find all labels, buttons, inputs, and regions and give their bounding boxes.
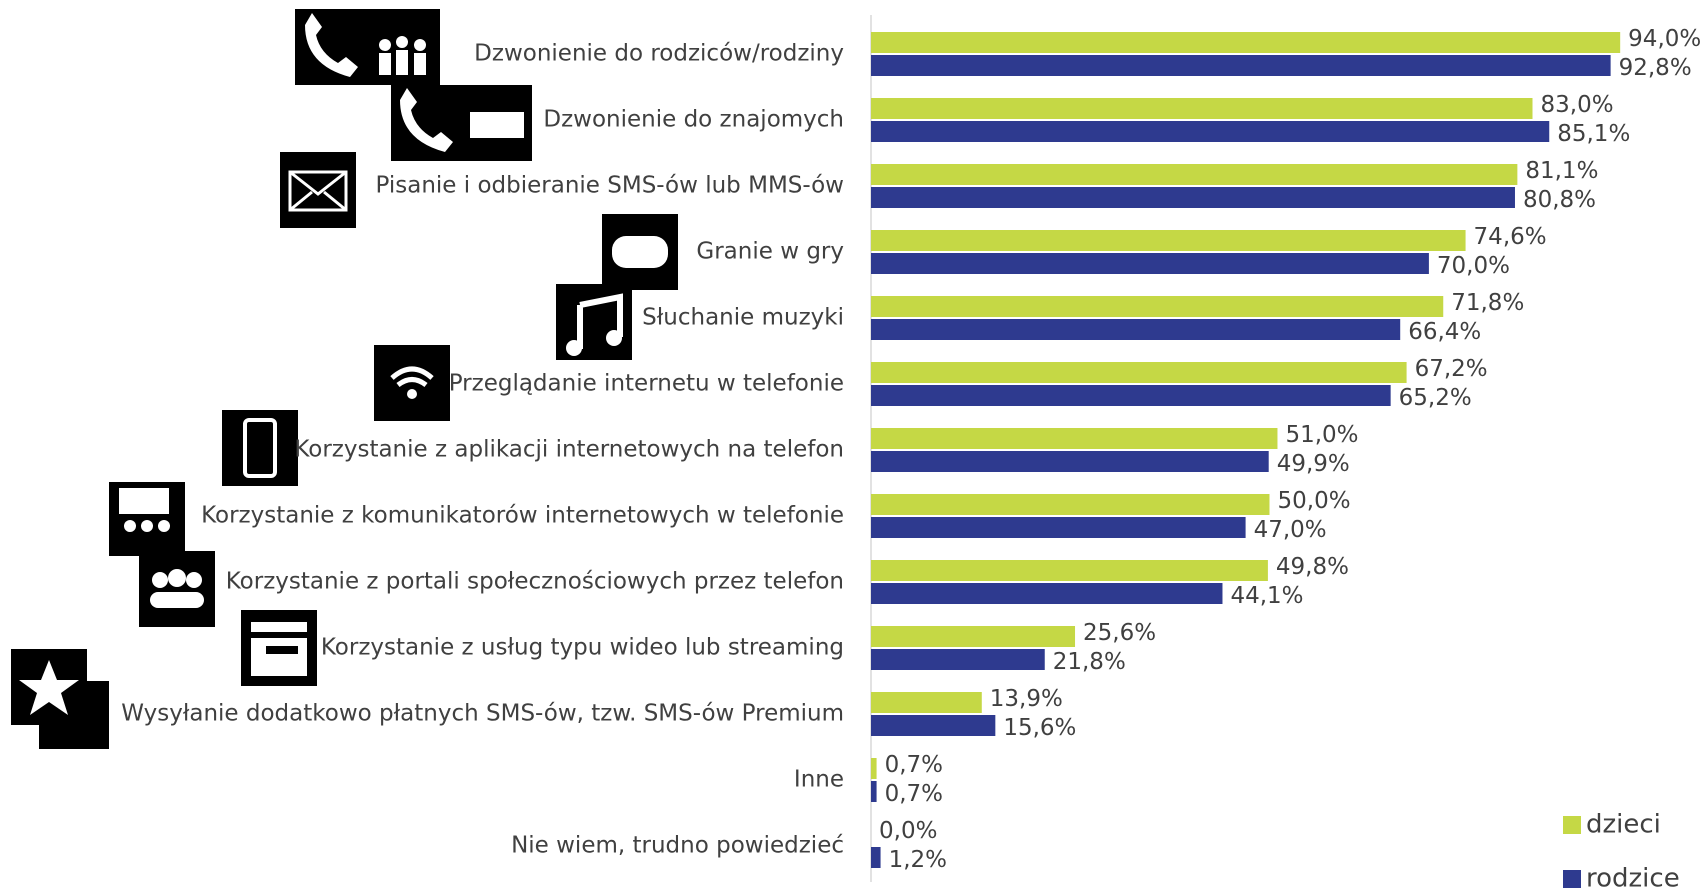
bar xyxy=(871,55,1611,76)
bar xyxy=(871,583,1223,604)
icon-glyphs xyxy=(19,13,668,715)
bar xyxy=(871,253,1429,274)
value-label: 15,6% xyxy=(1003,715,1076,741)
value-label: 0,7% xyxy=(885,752,943,778)
category-label: Korzystanie z komunikatorów internetowyc… xyxy=(201,503,844,529)
bar xyxy=(871,428,1278,449)
legend-label: rodzice xyxy=(1586,864,1680,890)
bar xyxy=(871,626,1076,647)
bar xyxy=(871,98,1533,119)
value-label: 21,8% xyxy=(1053,649,1126,675)
value-label: 13,9% xyxy=(990,686,1063,712)
bar xyxy=(871,319,1401,340)
value-label: 85,1% xyxy=(1557,121,1630,147)
value-label: 44,1% xyxy=(1230,583,1303,609)
category-label: Dzwonienie do rodziców/rodziny xyxy=(474,41,844,67)
category-label: Wysyłanie dodatkowo płatnych SMS-ów, tzw… xyxy=(121,701,844,727)
category-label: Inne xyxy=(794,767,844,793)
category-label: Korzystanie z usług typu wideo lub strea… xyxy=(321,635,844,661)
value-label: 83,0% xyxy=(1541,92,1614,118)
category-label: Pisanie i odbieranie SMS-ów lub MMS-ów xyxy=(376,173,845,199)
value-label: 70,0% xyxy=(1437,253,1510,279)
value-label: 94,0% xyxy=(1628,26,1701,52)
bar xyxy=(871,781,877,802)
bar xyxy=(871,494,1270,515)
value-label: 81,1% xyxy=(1525,158,1598,184)
bar xyxy=(871,692,982,713)
category-label: Korzystanie z portali społecznościowych … xyxy=(226,569,844,595)
value-label: 66,4% xyxy=(1408,319,1481,345)
value-label: 71,8% xyxy=(1451,290,1524,316)
category-label: Dzwonienie do znajomych xyxy=(543,107,844,133)
value-label: 67,2% xyxy=(1415,356,1488,382)
legend-label: dzieci xyxy=(1586,810,1661,840)
bar xyxy=(871,451,1269,472)
icon-detail xyxy=(266,646,298,654)
legend-swatch xyxy=(1563,870,1581,888)
value-label: 49,8% xyxy=(1276,554,1349,580)
category-label: Przeglądanie internetu w telefonie xyxy=(449,371,844,397)
value-label: 1,2% xyxy=(889,847,947,873)
bar xyxy=(871,164,1518,185)
value-label: 65,2% xyxy=(1399,385,1472,411)
value-label: 50,0% xyxy=(1278,488,1351,514)
bar xyxy=(871,517,1246,538)
value-label: 74,6% xyxy=(1474,224,1547,250)
value-label: 25,6% xyxy=(1083,620,1156,646)
value-label: 80,8% xyxy=(1523,187,1596,213)
category-label: Korzystanie z aplikacji internetowych na… xyxy=(294,437,844,463)
bar xyxy=(871,649,1045,670)
value-label: 92,8% xyxy=(1619,55,1692,81)
bar xyxy=(871,758,877,779)
bar xyxy=(871,230,1466,251)
bar xyxy=(871,296,1444,317)
value-label: 51,0% xyxy=(1285,422,1358,448)
icons xyxy=(11,9,678,749)
bar xyxy=(871,187,1515,208)
bar xyxy=(871,32,1621,53)
bar xyxy=(871,362,1407,383)
value-label: 0,0% xyxy=(879,818,937,844)
value-label: 49,9% xyxy=(1277,451,1350,477)
category-label: Granie w gry xyxy=(696,239,844,265)
bar xyxy=(871,847,881,868)
value-label: 47,0% xyxy=(1254,517,1327,543)
category-label: Słuchanie muzyki xyxy=(642,305,844,331)
legend-swatch xyxy=(1563,816,1581,834)
category-label: Nie wiem, trudno powiedzieć xyxy=(511,833,844,859)
bar xyxy=(871,121,1550,142)
bar xyxy=(871,385,1391,406)
bar xyxy=(871,560,1268,581)
bar xyxy=(871,715,996,736)
value-label: 0,7% xyxy=(885,781,943,807)
